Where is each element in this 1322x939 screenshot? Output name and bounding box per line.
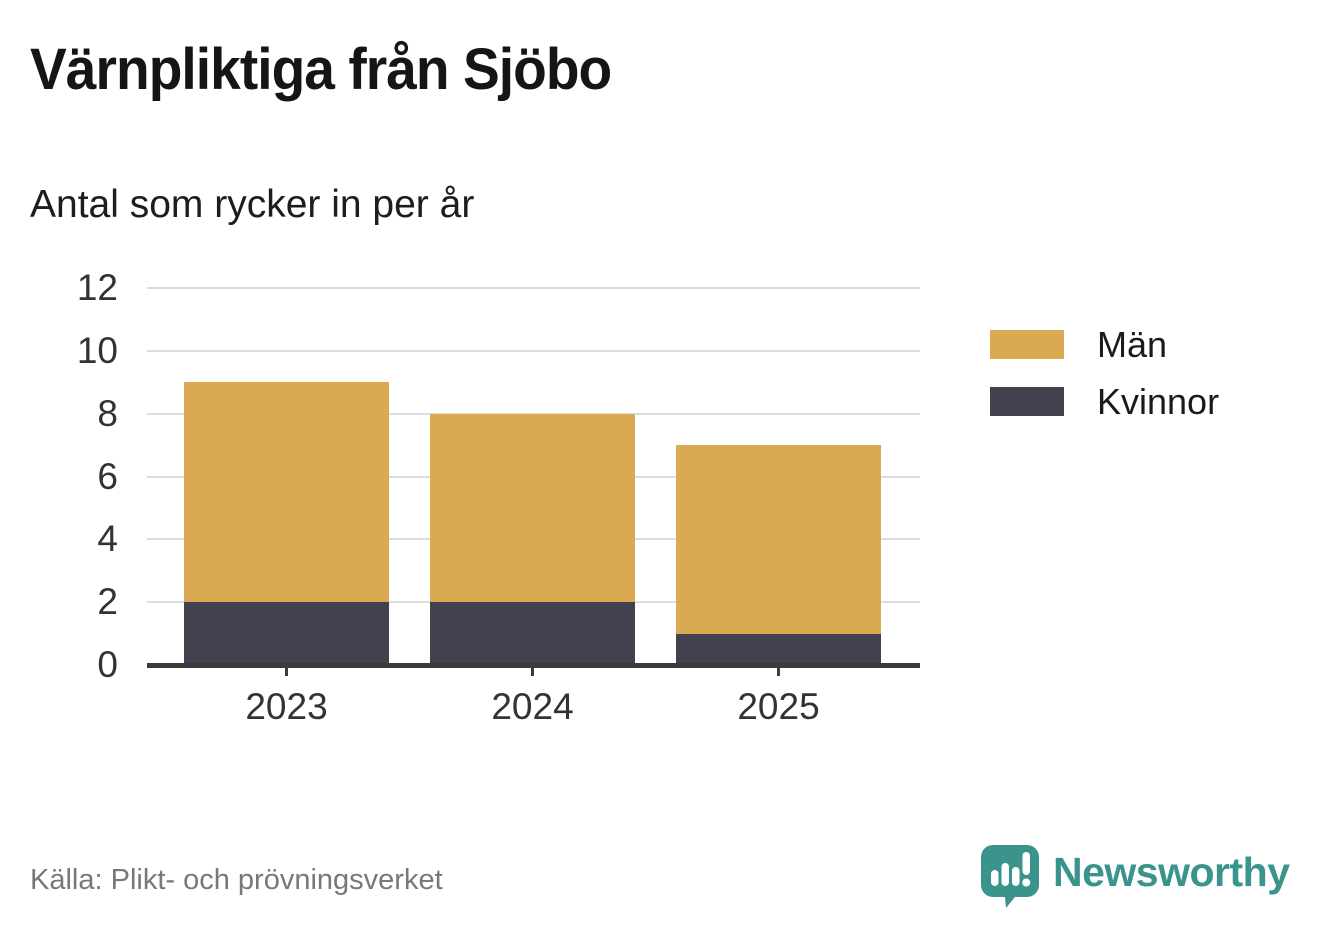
x-axis-tick-label-2023: 2023 — [245, 686, 328, 727]
legend-item-män: Män — [990, 324, 1219, 365]
logo-bar-1 — [991, 870, 999, 886]
x-axis-tick-label-2024: 2024 — [491, 686, 574, 727]
source-caption: Källa: Plikt- och prövningsverket — [30, 864, 443, 896]
bar-segment-2023-män — [184, 382, 389, 603]
y-axis-tick-label: 2 — [97, 581, 118, 623]
y-axis-tick-label: 12 — [76, 267, 118, 308]
x-axis-tick-2024 — [531, 663, 534, 676]
legend-swatch-kvinnor — [990, 387, 1064, 416]
gridline-y12 — [147, 287, 920, 289]
y-axis-tick-label: 4 — [97, 518, 118, 560]
newsworthy-logo-icon — [981, 845, 1039, 908]
logo-exclamation-dot — [1022, 878, 1031, 887]
legend-swatch-män — [990, 330, 1064, 359]
chart-subtitle: Antal som rycker in per år — [30, 183, 475, 226]
newsworthy-logo: Newsworthy — [980, 844, 1290, 908]
y-axis-tick-label: 8 — [97, 392, 118, 434]
bar-segment-2024-män — [430, 413, 635, 603]
logo-bar-2 — [1001, 863, 1009, 886]
x-axis-tick-label-2025: 2025 — [737, 686, 820, 727]
bar-segment-2023-kvinnor — [184, 602, 389, 665]
y-axis-tick-label: 6 — [97, 455, 118, 497]
x-axis-tick-2025 — [777, 663, 780, 676]
bar-segment-2024-kvinnor — [430, 602, 635, 665]
legend: Män Kvinnor — [990, 324, 1219, 422]
bar-segment-2025-män — [676, 445, 881, 634]
logo-bar-3 — [1012, 867, 1020, 886]
y-axis-tick-label: 10 — [76, 329, 118, 371]
gridline-y10 — [147, 349, 920, 352]
y-axis-tick-label: 0 — [97, 644, 118, 685]
newsworthy-logo-text: Newsworthy — [1053, 848, 1290, 895]
chart-title: Värnpliktiga från Sjöbo — [30, 37, 612, 102]
legend-label-män: Män — [1097, 323, 1168, 365]
x-axis-line — [147, 663, 920, 668]
x-axis-tick-2023 — [285, 663, 288, 676]
bar-segment-2025-kvinnor — [676, 633, 881, 665]
logo-exclamation-bar — [1022, 852, 1030, 875]
legend-item-kvinnor: Kvinnor — [990, 381, 1219, 422]
legend-label-kvinnor: Kvinnor — [1097, 380, 1220, 422]
